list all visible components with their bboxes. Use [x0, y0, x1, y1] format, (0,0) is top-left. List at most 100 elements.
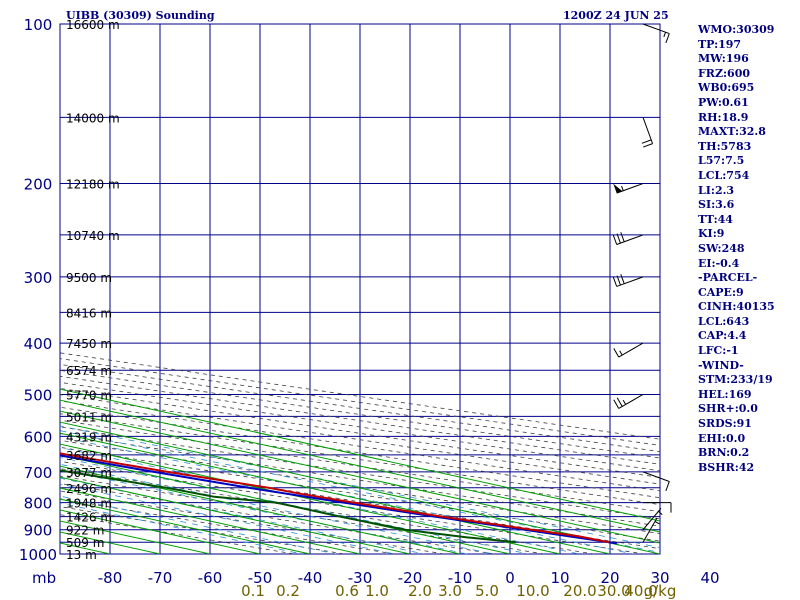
dry-adiabat [60, 364, 660, 453]
barb-staff [616, 276, 644, 287]
index-item: CAPE:9 [698, 285, 744, 299]
isotherm [60, 421, 660, 554]
pressure-label: 500 [24, 386, 53, 404]
temperature-tick-label: -60 [198, 569, 223, 587]
index-item: SW:248 [698, 241, 745, 255]
height-label: 10740 m [66, 229, 120, 243]
index-item: PW:0.61 [698, 95, 749, 109]
indices-panel: WMO:30309 TP:197 MW:196 FRZ:600 WB0:695 PW:0.… [698, 23, 775, 475]
index-item: LCL:754 [698, 168, 750, 182]
pressure-label: 100 [24, 16, 53, 34]
temperature-tick-label: -30 [348, 569, 373, 587]
mixing-ratio-label: 20.0 [563, 582, 596, 600]
profiles-layer [60, 452, 617, 545]
parcel-trace [60, 454, 617, 545]
height-label: 5770 m [66, 388, 112, 402]
wind-barb [642, 517, 660, 543]
barb-half-feather [622, 399, 627, 405]
height-label: 7450 m [66, 337, 112, 351]
temperature-tick-label: -40 [298, 569, 323, 587]
index-item: LFC:-1 [698, 344, 739, 358]
dry-adiabat [60, 406, 660, 499]
isotherm [60, 399, 660, 533]
mixing-ratio-line [60, 477, 425, 554]
station-title: UIBB (30309) Sounding [66, 9, 215, 22]
height-label: 509 m [66, 536, 104, 550]
temperature-tick-label: -80 [98, 569, 123, 587]
wind-barb [642, 507, 663, 531]
index-item: CINH:40135 [698, 300, 775, 314]
pressure-label: 600 [24, 428, 53, 446]
mixing-ratio-line [60, 502, 303, 554]
index-item: SHR+:0.0 [698, 402, 758, 416]
mixing-ratio-label: 0.6 [335, 582, 359, 600]
dry-adiabat [60, 514, 295, 554]
barb-staff [616, 234, 644, 245]
barb-feather [620, 274, 625, 284]
height-label: 14000 m [66, 111, 120, 125]
height-label: 16600 m [66, 18, 120, 32]
barb-feather [616, 397, 623, 407]
mixing-ratio-label: 0.1 [241, 582, 265, 600]
wind-barb [613, 183, 644, 194]
background-lines-layer [60, 352, 660, 554]
temperature-tick-label: -50 [248, 569, 273, 587]
temperature-trace [60, 452, 609, 544]
index-item: BRN:0.2 [698, 446, 750, 460]
index-item: TH:5783 [698, 139, 752, 153]
height-label: 1426 m [66, 511, 112, 525]
dry-adiabat [60, 358, 660, 446]
height-label: 4319 m [66, 430, 112, 444]
wind-barb [642, 23, 670, 44]
index-item: SI:3.6 [698, 198, 735, 212]
barb-half-feather [658, 510, 663, 515]
temperature-tick-label: -70 [148, 569, 173, 587]
barb-staff [618, 342, 644, 358]
dry-adiabat [60, 490, 445, 554]
barb-half-feather [619, 350, 623, 356]
barb-feather [643, 143, 653, 148]
height-label: 3682 m [66, 449, 112, 463]
barb-feather [613, 399, 620, 409]
index-item: MW:196 [698, 52, 749, 66]
temperature-tick-label: 20 [600, 569, 619, 587]
isotherm [60, 454, 511, 554]
mixing-ratio-line [60, 430, 660, 553]
barb-staff [642, 117, 654, 144]
temperature-tick-label: 10 [550, 569, 569, 587]
pressure-label: 200 [24, 176, 53, 194]
mixing-ratio-label: 3.0 [438, 582, 462, 600]
index-item: -PARCEL- [698, 271, 758, 285]
wind-barb [612, 232, 644, 245]
index-item: HEL:169 [698, 387, 752, 401]
wind-barb [613, 394, 644, 409]
pressure-label: 700 [24, 464, 53, 482]
index-item: -WIND- [698, 358, 744, 372]
height-label: 8416 m [66, 306, 112, 320]
pressure-label: 300 [24, 269, 53, 287]
index-item: TT:44 [698, 212, 733, 226]
height-label: 2496 m [66, 482, 112, 496]
mixing-ratio-label: 5.0 [475, 582, 499, 600]
index-item: EI:-0.4 [698, 256, 740, 270]
height-label: 12180 m [66, 178, 120, 192]
dry-adiabat [60, 483, 495, 554]
wind-barb [613, 342, 644, 358]
wind-barb [612, 274, 644, 287]
index-item: STM:233/19 [698, 373, 773, 387]
barb-staff [642, 507, 662, 531]
barb-staff [642, 471, 670, 482]
height-label: 5011 m [66, 410, 112, 424]
isotherm [60, 388, 660, 522]
isotherm [60, 432, 611, 554]
index-item: L57:7.5 [698, 154, 745, 168]
temperature-tick-label: -20 [398, 569, 423, 587]
dry-adiabat [60, 460, 645, 554]
dry-adiabat [60, 352, 660, 440]
barb-feather [665, 481, 670, 492]
dry-adiabat [60, 433, 660, 527]
height-label: 13 m [66, 548, 97, 562]
mixing-ratio-label: 1.0 [365, 582, 389, 600]
dry-adiabat [60, 506, 345, 554]
